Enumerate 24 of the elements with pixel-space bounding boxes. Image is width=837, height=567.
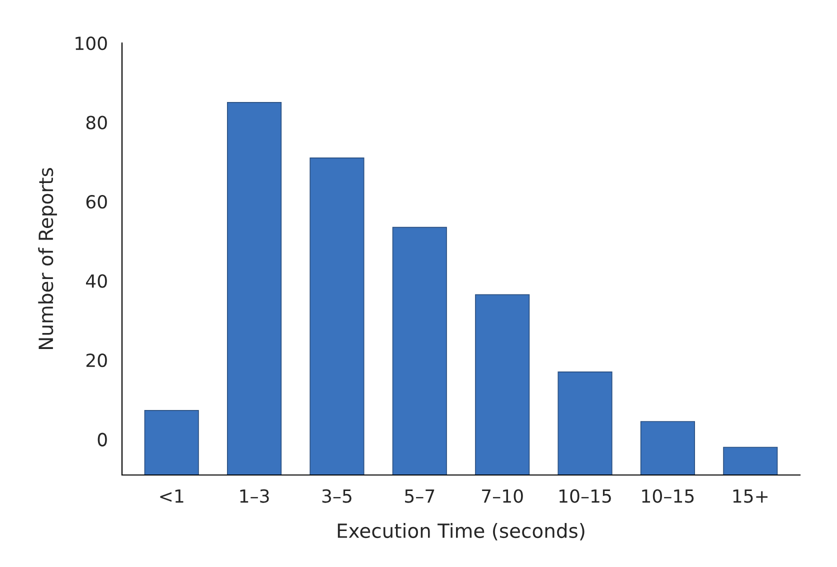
x-tick-label: 15+ — [733, 489, 768, 503]
y-axis-title: Number of Reports — [38, 168, 57, 349]
y-tick-label: 20 — [86, 354, 107, 368]
x-tick-label: 10–15 — [560, 489, 611, 503]
y-tick-label: 40 — [86, 274, 107, 288]
x-tick-label: 7–10 — [482, 489, 523, 503]
y-tick-label: 80 — [86, 116, 107, 130]
bar — [392, 226, 447, 475]
bar — [723, 446, 778, 475]
x-tick-label: 3–5 — [322, 489, 352, 503]
y-tick-label: 0 — [98, 432, 107, 446]
bar — [310, 158, 364, 475]
x-tick-label: 10–15 — [642, 489, 694, 503]
x-tick-label: 1–3 — [240, 489, 269, 503]
bar — [640, 421, 695, 475]
bar — [144, 410, 199, 475]
bar — [227, 102, 282, 475]
x-tick-label: 5–7 — [405, 489, 434, 503]
x-axis-title: Execution Time (seconds) — [338, 523, 584, 540]
bar — [475, 294, 530, 475]
y-tick-label: 100 — [76, 36, 107, 50]
x-tick-label: <1 — [160, 489, 184, 503]
y-tick-label: 60 — [86, 194, 107, 209]
bar — [558, 372, 612, 475]
